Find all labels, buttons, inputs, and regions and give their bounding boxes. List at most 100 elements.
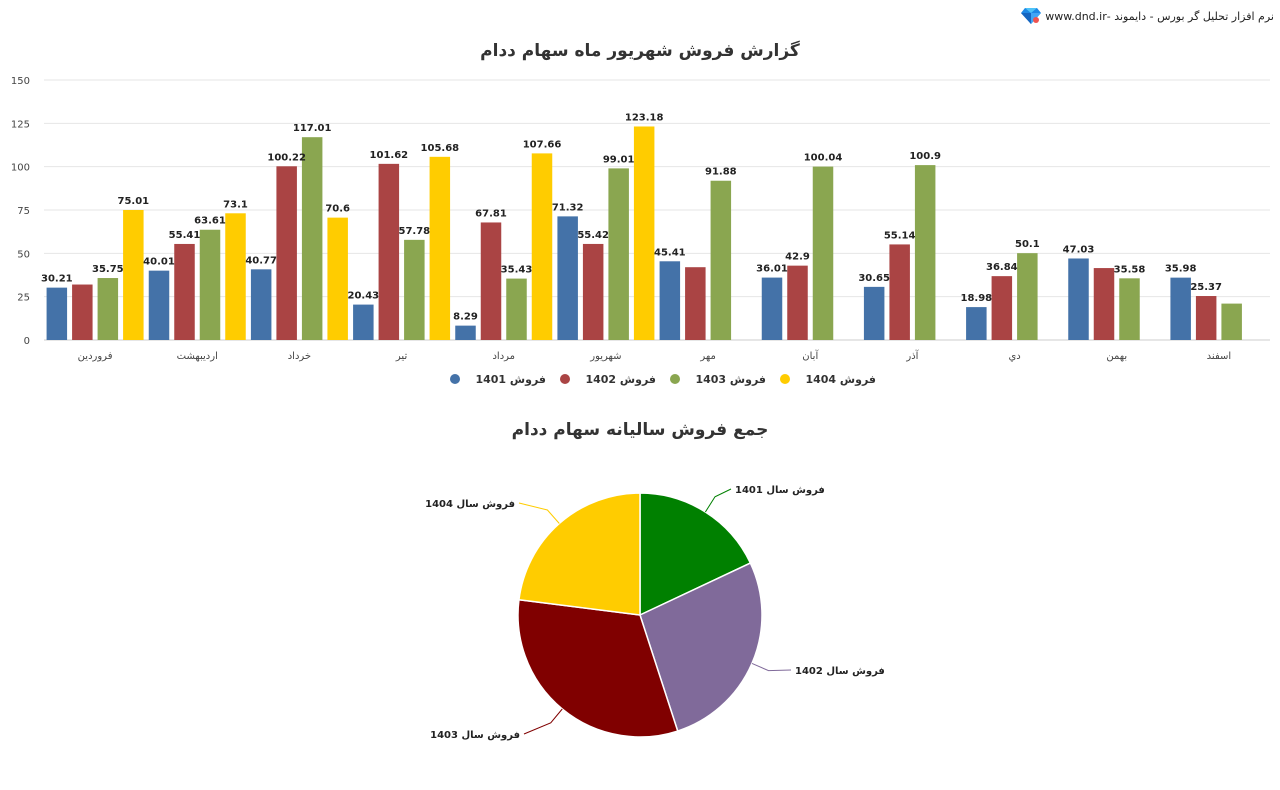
pie-chart-slices	[517, 492, 763, 738]
bar-data-label: 36.01	[756, 264, 788, 275]
y-tick-label: 100	[11, 163, 30, 174]
bar	[378, 163, 400, 340]
bar	[1068, 258, 1089, 340]
bar	[966, 307, 987, 340]
bar-data-label: 100.9	[909, 151, 941, 162]
bar-data-label: 40.77	[245, 255, 277, 266]
pie-leader-line	[518, 502, 560, 524]
bar	[863, 286, 885, 340]
x-tick-label: خرداد	[288, 351, 311, 362]
bar-data-label: 30.65	[858, 273, 890, 284]
x-tick-label: اردیبهشت	[177, 351, 218, 362]
x-tick-label: بهمن	[1106, 351, 1127, 362]
legend-marker	[560, 374, 570, 384]
bar-chart-legend[interactable]: فروش 1401 فروش 1402 فروش 1403 فروش 1404	[450, 373, 876, 386]
bar-chart-grid: 0 25 50 75 100 125 150	[11, 76, 1270, 347]
pie-slice	[639, 492, 752, 617]
bar-data-label: 55.42	[577, 230, 609, 241]
bar	[991, 276, 1013, 340]
bar-data-label: 35.58	[1114, 264, 1146, 275]
bar-data-label: 71.32	[552, 202, 584, 213]
bar	[174, 243, 195, 340]
legend-marker	[670, 374, 680, 384]
legend-item[interactable]: فروش 1404	[780, 373, 876, 386]
bar	[1093, 268, 1115, 340]
bar	[199, 229, 221, 340]
bar	[276, 166, 297, 340]
bar-data-label: 8.29	[453, 312, 478, 323]
pie-slice-label: فروش سال 1403	[430, 730, 520, 741]
pie-slice-label: فروش سال 1401	[735, 485, 825, 496]
bar-data-label: 50.1	[1015, 239, 1040, 250]
bar-data-label: 63.61	[194, 216, 226, 227]
bar-chart-data-labels: 30.21 35.75 75.01 40.01 55.41 63.61 73.1 40.77 1…	[41, 112, 1222, 322]
x-tick-label: شهریور	[589, 351, 621, 362]
bar	[327, 217, 348, 340]
bar-data-label: 70.6	[325, 204, 350, 215]
bar	[506, 278, 527, 340]
bar-data-label: 99.01	[603, 154, 635, 165]
bar	[1017, 253, 1038, 340]
annual-sales-pie-chart: جمع فروش سالیانه سهام ددام فروش سال 1401…	[425, 420, 885, 741]
bar	[608, 168, 629, 340]
bar	[685, 267, 706, 340]
bar-data-label: 55.41	[169, 230, 201, 241]
bar	[1195, 296, 1217, 340]
legend-item[interactable]: فروش 1402	[560, 373, 656, 386]
bar	[353, 304, 374, 340]
bar-data-label: 67.81	[475, 208, 507, 219]
pie-slice-label: فروش سال 1404	[425, 499, 515, 510]
legend-label: فروش 1401	[475, 373, 546, 386]
x-tick-label: مرداد	[492, 351, 515, 362]
pie-slice	[639, 562, 763, 732]
bar-data-label: 42.9	[785, 252, 810, 263]
bar-data-label: 25.37	[1190, 282, 1222, 293]
bar	[455, 325, 476, 340]
legend-item[interactable]: فروش 1403	[670, 373, 766, 386]
bar	[72, 284, 93, 340]
bar-data-label: 35.43	[501, 265, 533, 276]
bar	[250, 269, 272, 340]
diamond-icon	[1021, 7, 1042, 25]
legend-marker	[450, 374, 460, 384]
bar-chart-x-axis: فروردین اردیبهشت خرداد تیر مرداد شهریور مهر آبا…	[78, 349, 1231, 362]
pie-slice	[518, 492, 641, 616]
pie-chart-title: جمع فروش سالیانه سهام ددام	[512, 420, 769, 440]
bar-data-label: 57.78	[399, 226, 431, 237]
bar	[659, 261, 681, 340]
y-tick-label: 50	[17, 249, 30, 260]
bar-data-label: 47.03	[1063, 244, 1095, 255]
bar-data-label: 123.18	[625, 112, 664, 123]
monthly-sales-bar-chart: گزارش فروش شهریور ماه سهام ددام 0 25 50 75 1…	[11, 40, 1270, 386]
bar-data-label: 35.75	[92, 264, 124, 275]
y-tick-label: 150	[11, 76, 30, 87]
x-tick-label: مهر	[699, 351, 715, 362]
bar-data-label: 100.22	[267, 152, 306, 163]
bar-data-label: 101.62	[370, 150, 409, 161]
bar-data-label: 100.04	[804, 153, 843, 164]
y-tick-label: 0	[24, 336, 30, 347]
bar	[301, 137, 323, 340]
bar	[889, 244, 910, 340]
bar	[761, 277, 783, 340]
bar	[633, 126, 655, 340]
bar-chart-bars	[46, 126, 1242, 340]
bar	[557, 216, 578, 340]
legend-item[interactable]: فروش 1401	[450, 373, 546, 386]
x-tick-label: آذر	[905, 349, 919, 362]
bar	[812, 166, 834, 340]
brand-header: نرم افزار تحلیل گر بورس - دایموند -www.d…	[1021, 6, 1274, 26]
bar	[97, 278, 119, 340]
bar	[1170, 277, 1191, 340]
x-tick-label: دي	[1008, 351, 1020, 362]
bar	[46, 287, 68, 340]
bar-data-label: 45.41	[654, 247, 686, 258]
pie-slice-label: فروش سال 1402	[795, 666, 885, 677]
bar	[404, 239, 425, 340]
bar-data-label: 30.21	[41, 274, 73, 285]
bar	[914, 165, 936, 340]
bar	[123, 209, 144, 340]
x-tick-label: فروردین	[78, 351, 113, 362]
bar	[710, 180, 732, 340]
pie-leader-line	[751, 662, 792, 672]
